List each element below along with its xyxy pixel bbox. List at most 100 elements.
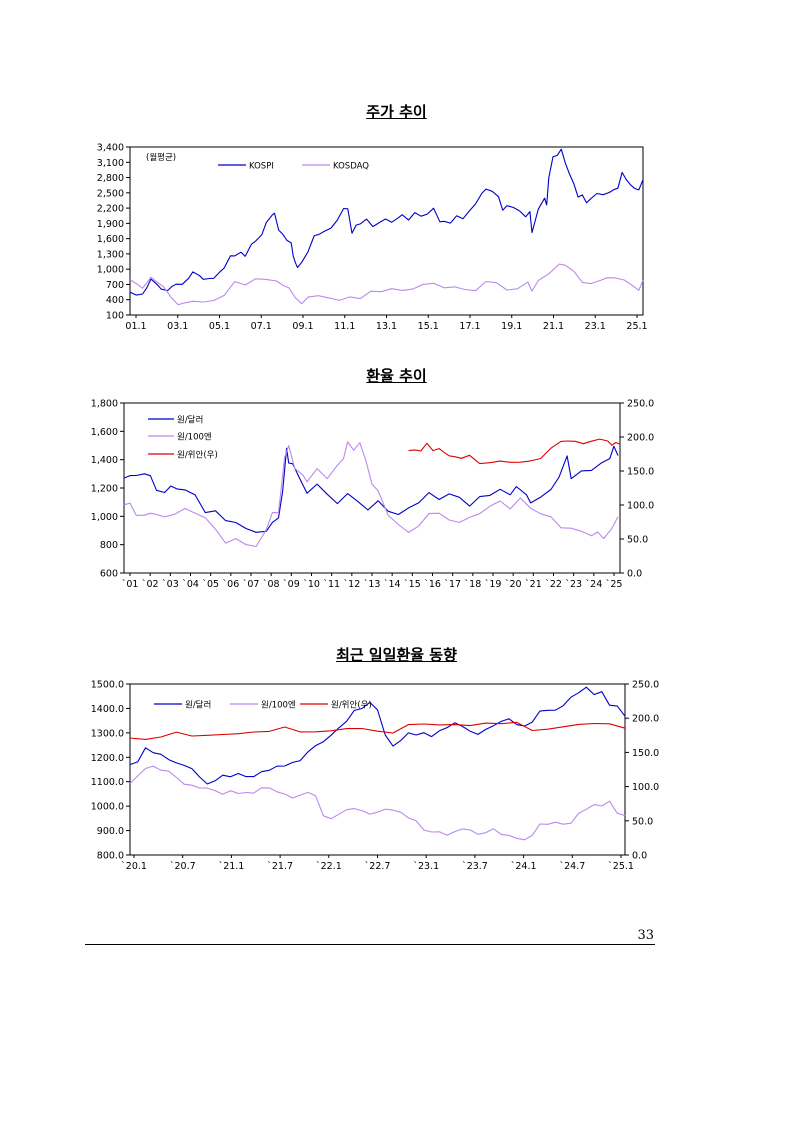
y-tick-label: 1200.0 bbox=[91, 753, 124, 764]
legend-label-1: 원/달러 bbox=[177, 415, 203, 426]
x-tick-label: `23 bbox=[565, 579, 582, 590]
y-tick-label: 1,900 bbox=[97, 219, 124, 230]
x-tick-label: 23.1 bbox=[585, 321, 606, 332]
x-tick-label: `20 bbox=[505, 579, 522, 590]
y2-tick-label: 100.0 bbox=[627, 501, 654, 512]
y-tick-label: 900.0 bbox=[97, 826, 124, 837]
x-tick-label: `23.7 bbox=[462, 861, 488, 872]
x-tick-label: `01 bbox=[122, 579, 139, 590]
series-line-3 bbox=[408, 438, 621, 465]
y2-tick-label: 200.0 bbox=[632, 714, 659, 725]
y-tick-label: 2,800 bbox=[97, 173, 124, 184]
x-tick-label: 07.1 bbox=[251, 321, 272, 332]
x-tick-label: `22 bbox=[545, 579, 562, 590]
y-tick-label: 800.0 bbox=[97, 851, 124, 862]
x-tick-label: 13.1 bbox=[376, 321, 397, 332]
y2-tick-label: 250.0 bbox=[627, 399, 654, 410]
x-tick-label: 05.1 bbox=[209, 321, 230, 332]
x-tick-label: 03.1 bbox=[167, 321, 188, 332]
plot-frame bbox=[123, 402, 621, 574]
x-tick-label: `05 bbox=[202, 579, 219, 590]
x-tick-label: `25.1 bbox=[608, 861, 634, 872]
x-tick-label: `20.1 bbox=[121, 861, 147, 872]
x-tick-label: `19 bbox=[485, 579, 502, 590]
daily-exchange-rate-chart: 1500.0 1400.0 1300.0 1200.0 1100.0 1000.0 900.… bbox=[91, 680, 659, 873]
y-tick-label: 1,000 bbox=[97, 265, 124, 276]
x-tick-label: `03 bbox=[162, 579, 179, 590]
y-tick-label: 1000.0 bbox=[91, 802, 124, 813]
x-tick-label: 19.1 bbox=[501, 321, 522, 332]
y-tick-label: 600 bbox=[100, 569, 118, 580]
y2-tick-label: 50.0 bbox=[627, 535, 648, 546]
y-tick-label: 2,200 bbox=[97, 204, 124, 215]
x-tick-label: `22.1 bbox=[316, 861, 342, 872]
x-tick-label: `15 bbox=[404, 579, 421, 590]
legend-label-1: KOSPI bbox=[249, 162, 274, 172]
y-tick-label: 3,100 bbox=[97, 158, 124, 169]
x-tick-label: `21 bbox=[525, 579, 542, 590]
x-tick-label: `14 bbox=[384, 579, 401, 590]
legend-label-3: 원/위안(우) bbox=[177, 450, 218, 461]
y-tick-label: 1400.0 bbox=[91, 704, 124, 715]
x-tick-label: 01.1 bbox=[125, 321, 146, 332]
x-tick-label: `25 bbox=[606, 579, 623, 590]
y2-tick-label: 50.0 bbox=[632, 816, 653, 827]
legend-label-3: 원/위안(우) bbox=[331, 700, 372, 711]
y-tick-label: 1,600 bbox=[91, 427, 118, 438]
x-tick-label: `09 bbox=[283, 579, 300, 590]
x-tick-label: `16 bbox=[424, 579, 441, 590]
series-line-1 bbox=[129, 148, 644, 296]
x-tick-label: `20.7 bbox=[170, 861, 196, 872]
chart-annotation: (월평균) bbox=[146, 152, 176, 163]
y-tick-label: 1,000 bbox=[91, 512, 118, 523]
legend-label-1: 원/달러 bbox=[185, 700, 211, 711]
y-tick-label: 700 bbox=[106, 280, 124, 291]
x-tick-label: `08 bbox=[263, 579, 280, 590]
y2-tick-label: 250.0 bbox=[632, 680, 659, 691]
x-tick-label: `02 bbox=[142, 579, 159, 590]
y-tick-label: 1500.0 bbox=[91, 680, 124, 691]
y2-tick-label: 150.0 bbox=[627, 467, 654, 478]
series-line-2 bbox=[129, 263, 644, 306]
y2-tick-label: 150.0 bbox=[632, 748, 659, 759]
fx-chart-title: 환율 추이 bbox=[366, 367, 427, 385]
daily-fx-chart-title: 최근 일일환율 동향 bbox=[336, 646, 457, 664]
y-tick-label: 400 bbox=[106, 295, 124, 306]
legend-label-2: KOSDAQ bbox=[333, 162, 369, 172]
x-tick-label: 17.1 bbox=[459, 321, 480, 332]
footer-rule bbox=[85, 944, 655, 945]
x-tick-label: `24.1 bbox=[511, 861, 537, 872]
x-tick-label: `21.1 bbox=[218, 861, 244, 872]
x-tick-label: `04 bbox=[182, 579, 199, 590]
x-tick-label: `21.7 bbox=[267, 861, 293, 872]
series-line-1 bbox=[123, 445, 619, 533]
x-tick-label: 09.1 bbox=[292, 321, 313, 332]
series-line-2 bbox=[123, 441, 619, 548]
stock-chart-title: 주가 추이 bbox=[366, 103, 427, 121]
y2-tick-label: 0.0 bbox=[627, 569, 642, 580]
x-tick-label: `22.7 bbox=[365, 861, 391, 872]
series-line-3 bbox=[129, 721, 626, 740]
x-tick-label: 15.1 bbox=[418, 321, 439, 332]
stock-price-chart: 3,400 3,100 2,800 2,500 2,200 1,900 1,600 1,300… bbox=[97, 143, 648, 333]
y-tick-label: 1,300 bbox=[97, 249, 124, 260]
x-tick-label: `24 bbox=[585, 579, 602, 590]
x-tick-label: `13 bbox=[364, 579, 381, 590]
legend-label-2: 원/100엔 bbox=[177, 432, 212, 443]
y-tick-label: 800 bbox=[100, 540, 118, 551]
x-tick-label: `17 bbox=[444, 579, 461, 590]
y-tick-label: 1,600 bbox=[97, 234, 124, 245]
series-line-2 bbox=[129, 765, 626, 841]
x-tick-label: `11 bbox=[323, 579, 340, 590]
exchange-rate-chart: 1,800 1,600 1,400 1,200 1,000 800 600 250.0 200.… bbox=[91, 399, 654, 591]
y-tick-label: 1,800 bbox=[91, 399, 118, 410]
y-tick-label: 100 bbox=[106, 311, 124, 322]
x-tick-label: `07 bbox=[243, 579, 260, 590]
x-tick-label: `23.1 bbox=[413, 861, 439, 872]
y-tick-label: 1100.0 bbox=[91, 777, 124, 788]
x-tick-label: `18 bbox=[464, 579, 481, 590]
y2-tick-label: 100.0 bbox=[632, 782, 659, 793]
y-tick-label: 1300.0 bbox=[91, 728, 124, 739]
series-line-1 bbox=[129, 686, 626, 785]
x-tick-label: `10 bbox=[303, 579, 320, 590]
